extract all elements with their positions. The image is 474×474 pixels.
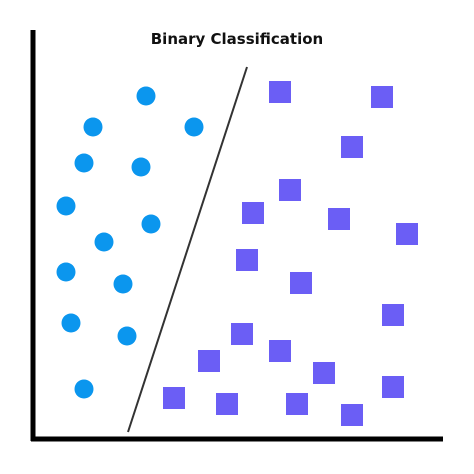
class-a-point <box>184 117 204 137</box>
class-b-point <box>341 136 363 158</box>
class-a-point <box>56 262 76 282</box>
class-a-point <box>74 379 94 399</box>
class-b-point <box>328 208 350 230</box>
class-a-point <box>131 157 151 177</box>
class-b-point <box>290 272 312 294</box>
class-b-point <box>231 323 253 345</box>
class-b-point <box>286 393 308 415</box>
class-a-point <box>56 196 76 216</box>
class-a-point <box>94 232 114 252</box>
class-b-point <box>198 350 220 372</box>
class-b-point <box>269 340 291 362</box>
class-b-point <box>236 249 258 271</box>
class-b-point <box>382 376 404 398</box>
class-a-point <box>83 117 103 137</box>
class-b-point <box>216 393 238 415</box>
class-a-point <box>136 86 156 106</box>
class-b-point <box>313 362 335 384</box>
class-b-point <box>382 304 404 326</box>
class-a-point <box>74 153 94 173</box>
decision-boundary <box>127 66 248 433</box>
class-b-group <box>163 81 418 426</box>
class-b-point <box>163 387 185 409</box>
class-b-point <box>279 179 301 201</box>
class-b-point <box>242 202 264 224</box>
class-a-point <box>141 214 161 234</box>
class-b-point <box>371 86 393 108</box>
class-b-point <box>396 223 418 245</box>
class-b-point <box>341 404 363 426</box>
diagram-title: Binary Classification <box>151 30 323 48</box>
class-a-point <box>117 326 137 346</box>
class-a-point <box>113 274 133 294</box>
class-a-group <box>56 86 204 399</box>
class-b-point <box>269 81 291 103</box>
class-a-point <box>61 313 81 333</box>
axes <box>30 30 443 442</box>
